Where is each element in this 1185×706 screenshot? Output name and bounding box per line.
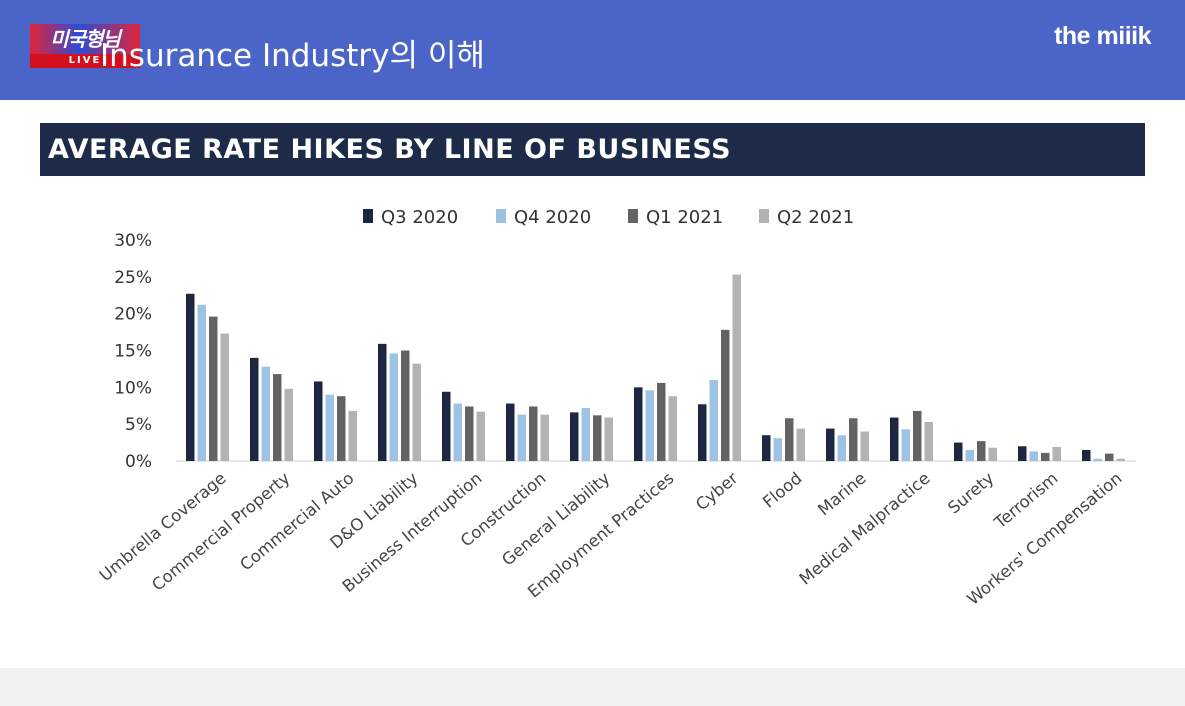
live-label: LIVE — [30, 54, 140, 68]
bar-q3-2020 — [954, 442, 963, 461]
header-bar: 미국형님 LIVE Insurance Industry의 이해 the mii… — [0, 0, 1185, 100]
x-tick-label: Marine — [814, 469, 869, 520]
bar-q2-2021 — [1052, 447, 1061, 461]
bar-q2-2021 — [1116, 458, 1125, 461]
bar-q2-2021 — [220, 333, 229, 461]
x-tick-label: Flood — [759, 469, 805, 512]
y-tick-label: 20% — [114, 305, 152, 325]
bar-q4-2020 — [709, 379, 718, 461]
page-title: Insurance Industry의 이해 — [100, 38, 485, 74]
bar-q1-2021 — [657, 382, 666, 461]
bar-q3-2020 — [634, 387, 643, 461]
y-tick-label: 5% — [125, 415, 152, 435]
legend-label: Q2 2021 — [777, 207, 854, 228]
bar-q4-2020 — [517, 414, 526, 461]
bar-q2-2021 — [860, 431, 869, 461]
bar-q3-2020 — [506, 403, 515, 461]
chart-title-banner: AVERAGE RATE HIKES BY LINE OF BUSINESS — [40, 123, 1145, 176]
brand-logo: the miiik — [1054, 22, 1151, 50]
y-tick-label: 15% — [114, 342, 152, 362]
bar-q4-2020 — [1029, 451, 1038, 461]
bar-q4-2020 — [837, 435, 846, 461]
legend-swatch — [628, 209, 638, 223]
bar-q2-2021 — [732, 274, 741, 461]
bar-q1-2021 — [209, 316, 218, 461]
bar-q4-2020 — [261, 366, 270, 461]
bar-q2-2021 — [412, 363, 421, 461]
bottom-strip — [0, 668, 1185, 706]
bar-q2-2021 — [668, 396, 677, 461]
bar-q4-2020 — [773, 438, 782, 461]
legend-label: Q4 2020 — [514, 207, 591, 228]
bar-q3-2020 — [442, 391, 451, 461]
bar-chart: 0%5%10%15%20%25%30%Umbrella CoverageComm… — [96, 207, 1136, 609]
bar-q4-2020 — [901, 429, 910, 461]
bar-q3-2020 — [378, 343, 387, 461]
bar-q1-2021 — [977, 441, 986, 461]
bar-q3-2020 — [1082, 449, 1091, 461]
legend-swatch — [496, 209, 506, 223]
bar-q2-2021 — [988, 447, 997, 461]
legend-label: Q3 2020 — [381, 207, 458, 228]
bar-q1-2021 — [721, 329, 730, 461]
bar-q3-2020 — [250, 357, 259, 461]
bar-q4-2020 — [965, 449, 974, 461]
slide: 미국형님 LIVE Insurance Industry의 이해 the mii… — [0, 0, 1185, 668]
bar-q1-2021 — [401, 350, 410, 461]
y-tick-label: 30% — [114, 231, 152, 251]
bar-q1-2021 — [337, 396, 346, 461]
x-tick-label: General Liability — [498, 468, 614, 569]
live-logo-text: 미국형님 — [30, 24, 140, 54]
x-tick-label: Surety — [944, 468, 998, 517]
legend-swatch — [363, 209, 373, 223]
bar-q4-2020 — [645, 390, 654, 461]
bar-q3-2020 — [762, 435, 771, 461]
bar-q1-2021 — [529, 406, 538, 461]
bar-q1-2021 — [593, 415, 602, 461]
legend-label: Q1 2021 — [646, 207, 723, 228]
bar-q1-2021 — [1041, 452, 1050, 461]
bar-q3-2020 — [570, 412, 579, 461]
legend-swatch — [759, 209, 769, 223]
bar-q4-2020 — [325, 394, 334, 461]
bar-q1-2021 — [913, 410, 922, 461]
bar-q3-2020 — [890, 417, 899, 461]
bar-q2-2021 — [924, 421, 933, 461]
bar-q2-2021 — [540, 414, 549, 461]
bar-q3-2020 — [826, 428, 835, 461]
bar-q4-2020 — [197, 304, 206, 461]
bar-q1-2021 — [465, 406, 474, 461]
bar-q2-2021 — [476, 411, 485, 461]
y-tick-label: 0% — [125, 452, 152, 472]
bar-q2-2021 — [284, 388, 293, 461]
x-tick-label: Commercial Auto — [236, 469, 357, 575]
bar-q3-2020 — [698, 404, 707, 461]
bar-q4-2020 — [1093, 458, 1102, 461]
bar-q3-2020 — [314, 381, 323, 461]
bar-q1-2021 — [785, 418, 794, 461]
chart-title: AVERAGE RATE HIKES BY LINE OF BUSINESS — [48, 134, 732, 165]
x-tick-label: Cyber — [692, 468, 742, 514]
bar-q4-2020 — [581, 407, 590, 461]
bar-q4-2020 — [389, 353, 398, 461]
bar-q1-2021 — [273, 374, 282, 461]
bar-q2-2021 — [604, 417, 613, 461]
y-tick-label: 10% — [114, 378, 152, 398]
bar-q4-2020 — [453, 403, 462, 461]
bar-q3-2020 — [1018, 446, 1027, 461]
bar-q2-2021 — [348, 410, 357, 461]
bar-q3-2020 — [186, 293, 195, 461]
y-tick-label: 25% — [114, 268, 152, 288]
live-badge-logo: 미국형님 LIVE — [30, 24, 140, 70]
bar-q2-2021 — [796, 428, 805, 461]
bar-q1-2021 — [1105, 453, 1114, 461]
bar-q1-2021 — [849, 418, 858, 461]
